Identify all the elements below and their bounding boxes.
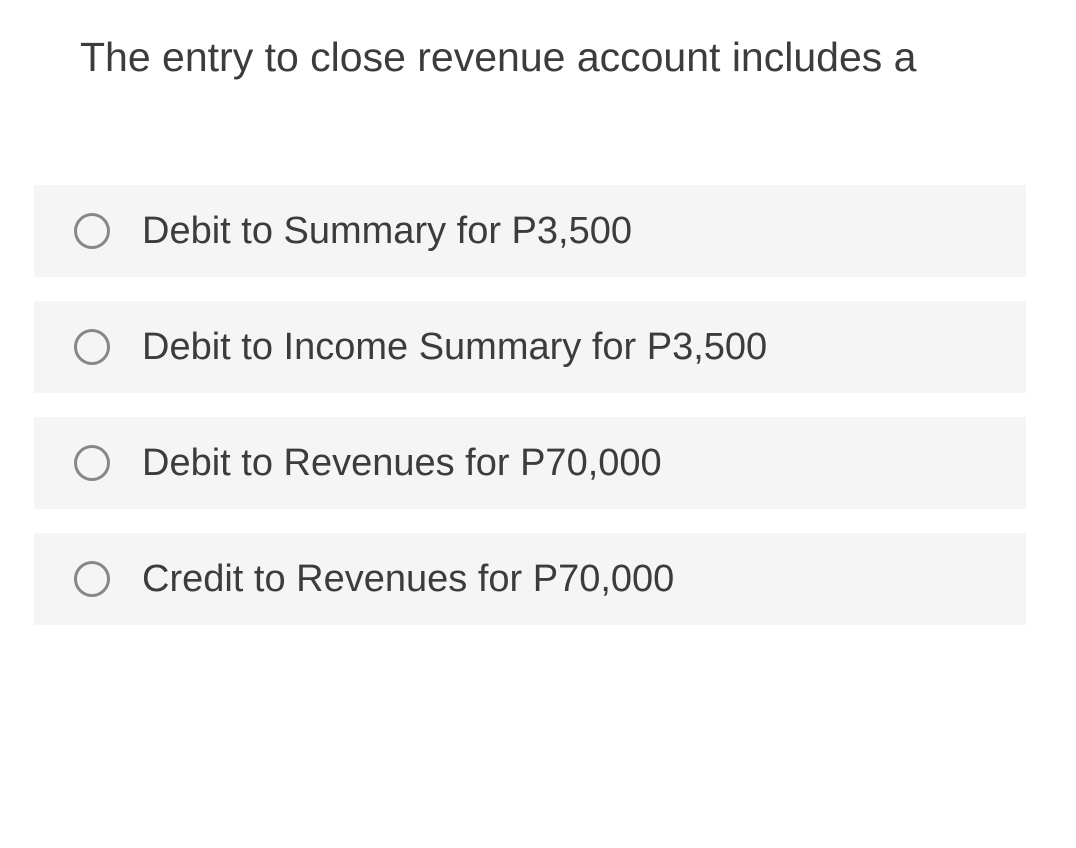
radio-icon[interactable] <box>74 561 110 597</box>
option-label: Debit to Income Summary for P3,500 <box>142 326 767 369</box>
option-row[interactable]: Debit to Summary for P3,500 <box>34 185 1026 277</box>
option-row[interactable]: Debit to Income Summary for P3,500 <box>34 301 1026 393</box>
option-row[interactable]: Credit to Revenues for P70,000 <box>34 533 1026 625</box>
radio-icon[interactable] <box>74 329 110 365</box>
options-list: Debit to Summary for P3,500 Debit to Inc… <box>34 185 1026 625</box>
option-label: Credit to Revenues for P70,000 <box>142 558 674 601</box>
radio-icon[interactable] <box>74 445 110 481</box>
question-container: The entry to close revenue account inclu… <box>0 0 1076 655</box>
option-label: Debit to Revenues for P70,000 <box>142 442 662 485</box>
radio-icon[interactable] <box>74 213 110 249</box>
option-row[interactable]: Debit to Revenues for P70,000 <box>34 417 1026 509</box>
option-label: Debit to Summary for P3,500 <box>142 210 632 253</box>
question-text: The entry to close revenue account inclu… <box>80 30 1040 85</box>
